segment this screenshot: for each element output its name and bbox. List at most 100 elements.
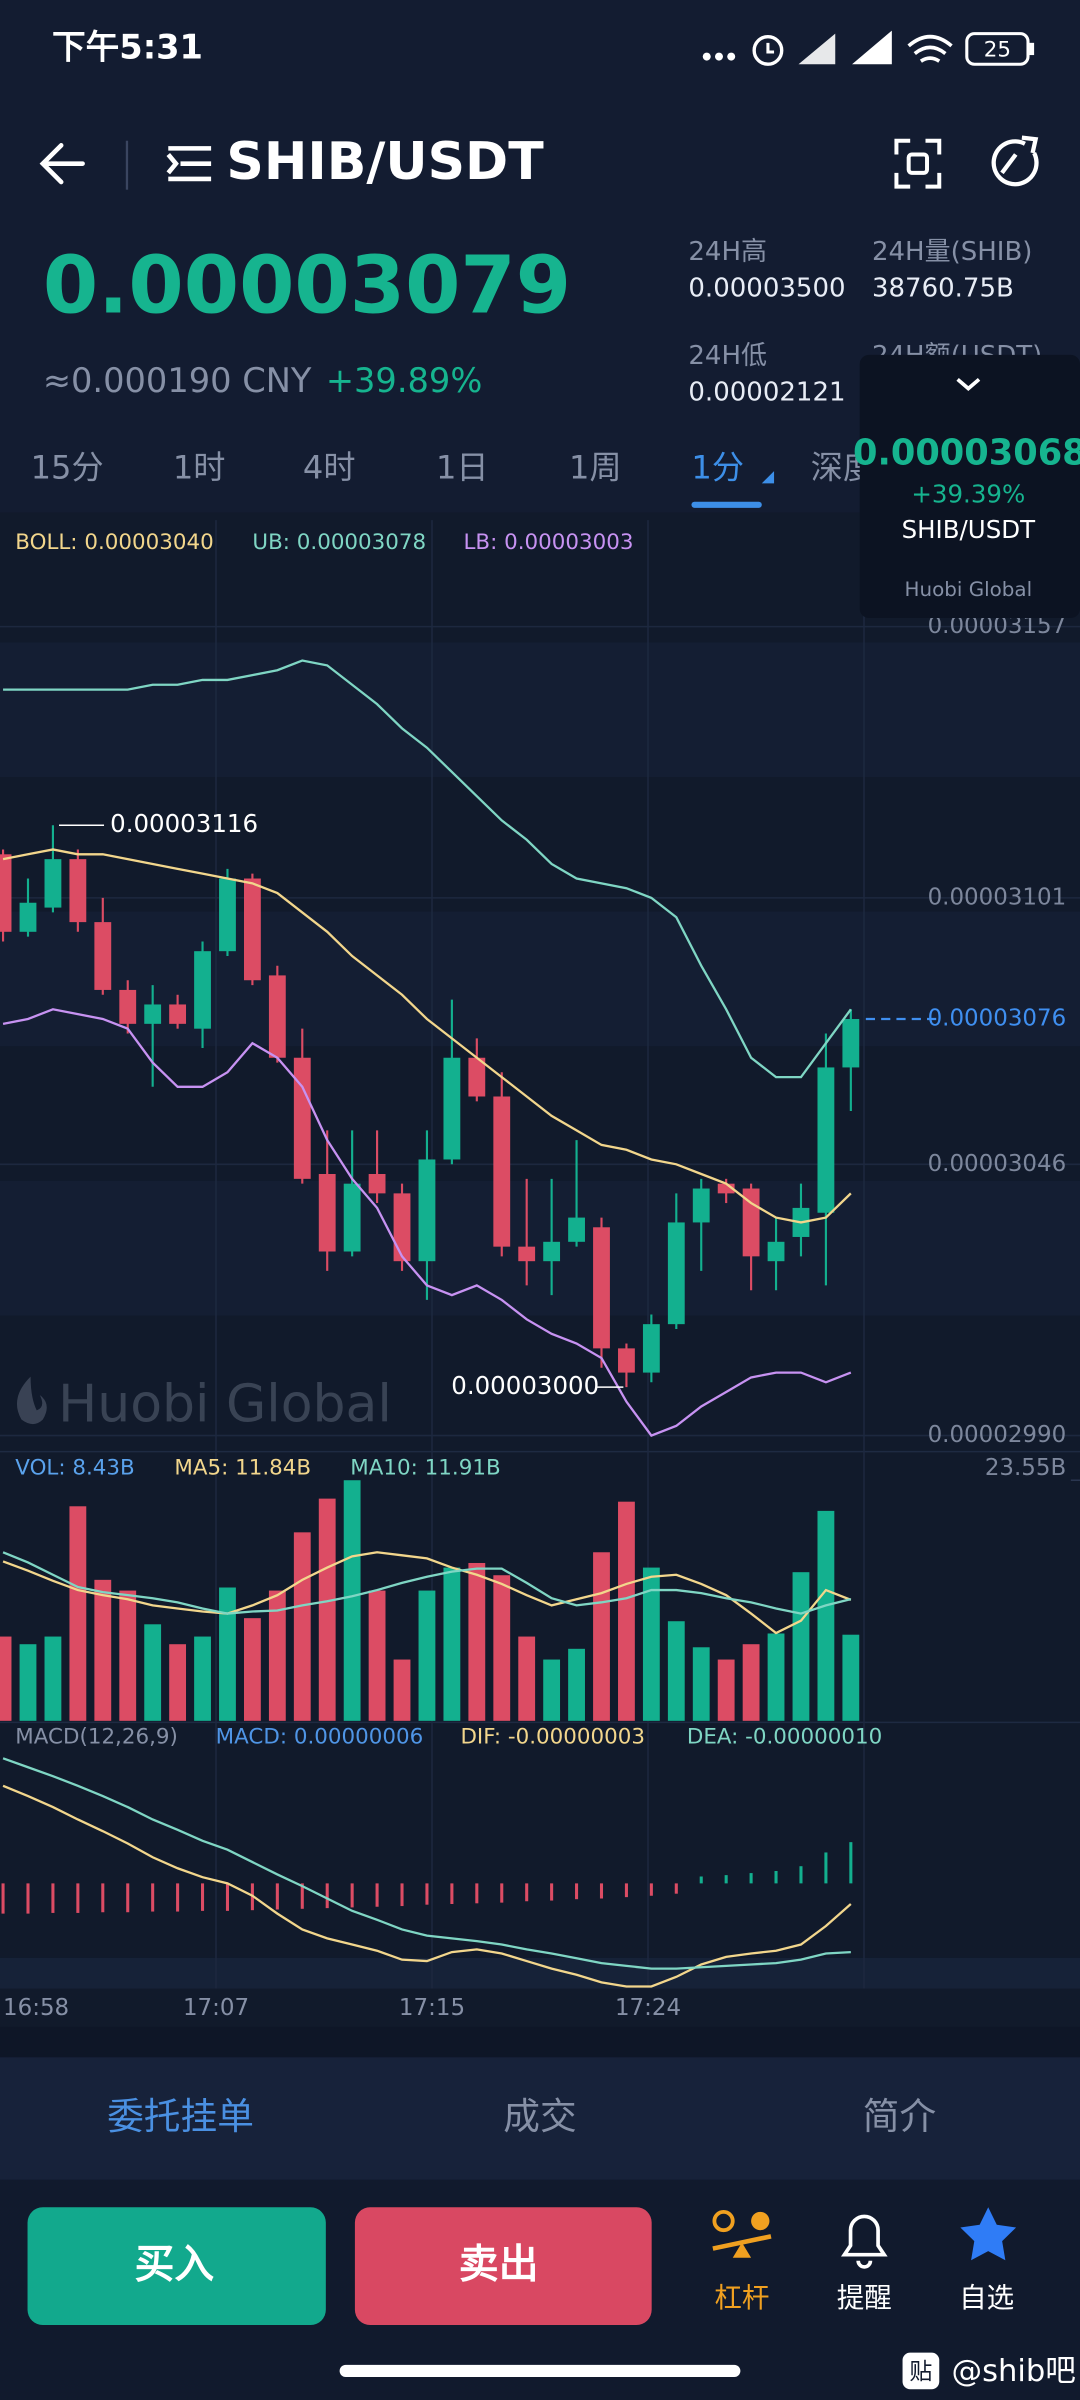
interval-tab[interactable]: 1日 [436, 449, 489, 487]
indicator-label: MACD: 0.00000006 [216, 1725, 424, 1750]
candle-body [343, 1183, 361, 1252]
macd-line [2, 1784, 852, 1988]
annotation: 0.00003116 [110, 809, 258, 838]
widget-brand: Huobi Global [905, 578, 1033, 601]
volume-bar [443, 1567, 461, 1721]
bottom-tab[interactable]: 成交 [503, 2095, 576, 2138]
menu-icon[interactable] [166, 146, 212, 182]
interval-tab[interactable]: 4时 [303, 449, 356, 487]
candle-body [543, 1241, 561, 1262]
band [0, 911, 1080, 1047]
volume-bar [144, 1624, 162, 1721]
refresh-button[interactable] [991, 135, 1039, 187]
interval-tab[interactable]: 1时 [173, 449, 226, 487]
bottom-tab[interactable]: 委托挂单 [107, 2095, 254, 2138]
scan-button[interactable] [894, 138, 942, 189]
alert-icon[interactable] [840, 2214, 888, 2269]
candle-body [667, 1222, 685, 1325]
volume-bar [194, 1636, 211, 1721]
footer-badge-text: 贴 [909, 2359, 932, 2385]
stat-value: 38760.75B [872, 274, 1014, 304]
volume-bar [642, 1567, 660, 1721]
indicator-label: BOLL: 0.00003040 [15, 530, 213, 555]
interval-tab[interactable]: 1周 [569, 449, 622, 487]
volume-bar [119, 1590, 137, 1721]
volume-bar [792, 1572, 810, 1721]
candle-body [418, 1159, 436, 1262]
band [0, 1180, 1080, 1316]
volume-bar [468, 1562, 486, 1721]
volume-bar [268, 1590, 286, 1721]
leverage-icon[interactable] [712, 2209, 772, 2258]
stat-label: 24H低 [688, 341, 767, 371]
volume-bar [169, 1644, 187, 1721]
volume-bar [343, 1480, 361, 1721]
moving-average-line [2, 1551, 852, 1615]
tool-label[interactable]: 提醒 [837, 2282, 892, 2314]
volume-bar [817, 1510, 835, 1721]
collapse-icon[interactable] [956, 377, 981, 391]
candle-body [368, 1173, 386, 1194]
volume-bar [543, 1659, 561, 1721]
battery-level: 25 [984, 37, 1011, 62]
tool-label[interactable]: 自选 [959, 2282, 1014, 2314]
y-tick-label: 0.00003046 [928, 1151, 1067, 1177]
volume-bar [842, 1634, 860, 1721]
volume-bar [742, 1644, 760, 1721]
buy-button[interactable] [27, 2207, 326, 2326]
interval-tab[interactable]: 15分 [31, 449, 104, 487]
back-button[interactable] [39, 143, 85, 185]
candle-body [94, 922, 112, 990]
bollinger-line [2, 848, 852, 1224]
candle-body [618, 1348, 635, 1373]
indicator-label: DIF: -0.00000003 [460, 1725, 645, 1750]
volume-bar [219, 1587, 236, 1721]
band [0, 1957, 1080, 1989]
volume-bar [717, 1659, 735, 1721]
charts: 0.000031570.000031010.000030460.00002990… [0, 520, 1080, 2021]
y-tick-label: 0.00003101 [928, 884, 1067, 910]
footer-text: @shib吧 [952, 2354, 1076, 2389]
volume-bar [69, 1506, 87, 1721]
sell-button[interactable] [354, 2207, 652, 2326]
volume-bar [418, 1590, 436, 1721]
floating-widget[interactable] [859, 354, 1080, 618]
interval-tab[interactable]: 1分 [691, 449, 744, 487]
indicator-label: DEA: -0.00000010 [687, 1725, 882, 1750]
pair-title: SHIB/USDT [226, 132, 544, 192]
candle-body [767, 1241, 785, 1262]
bollinger-line [3, 659, 852, 1079]
widget-pair: SHIB/USDT [902, 515, 1036, 544]
indicator-label: MA5: 11.84B [174, 1455, 311, 1480]
volume-bar [767, 1633, 785, 1721]
watermark [16, 1376, 47, 1425]
widget-price: 0.00003068 [853, 432, 1080, 473]
volume-bar [293, 1532, 311, 1721]
candle-body [468, 1057, 486, 1097]
change-percent: +39.89% [326, 361, 482, 400]
stat-value: 0.00002121 [688, 378, 845, 408]
separator [0, 2026, 1080, 2058]
tool-label[interactable]: 杠杆 [714, 2282, 769, 2314]
moving-average-line [2, 1551, 852, 1635]
bottom-tabs-bar [0, 2057, 1080, 2180]
x-tick-label: 17:24 [615, 1995, 681, 2021]
candle-body [69, 859, 87, 923]
volume-bar [368, 1590, 386, 1721]
volume-bar [518, 1636, 536, 1721]
stat-label: 24H量(SHIB) [872, 237, 1032, 267]
bottom-tab[interactable]: 简介 [863, 2095, 936, 2138]
volume-label: VOL: 8.43B [15, 1455, 134, 1480]
volume-bar [593, 1552, 610, 1721]
tools: 杠杆 提醒 自选 [714, 2282, 1014, 2314]
candle-body [817, 1067, 835, 1213]
candle-body [144, 1004, 162, 1024]
volume-bar [243, 1618, 261, 1721]
volume-bar [393, 1659, 411, 1721]
sell-label: 卖出 [459, 2241, 539, 2287]
favorite-icon[interactable] [960, 2207, 1017, 2261]
volume-bar [618, 1501, 635, 1721]
candle-body [318, 1173, 336, 1252]
